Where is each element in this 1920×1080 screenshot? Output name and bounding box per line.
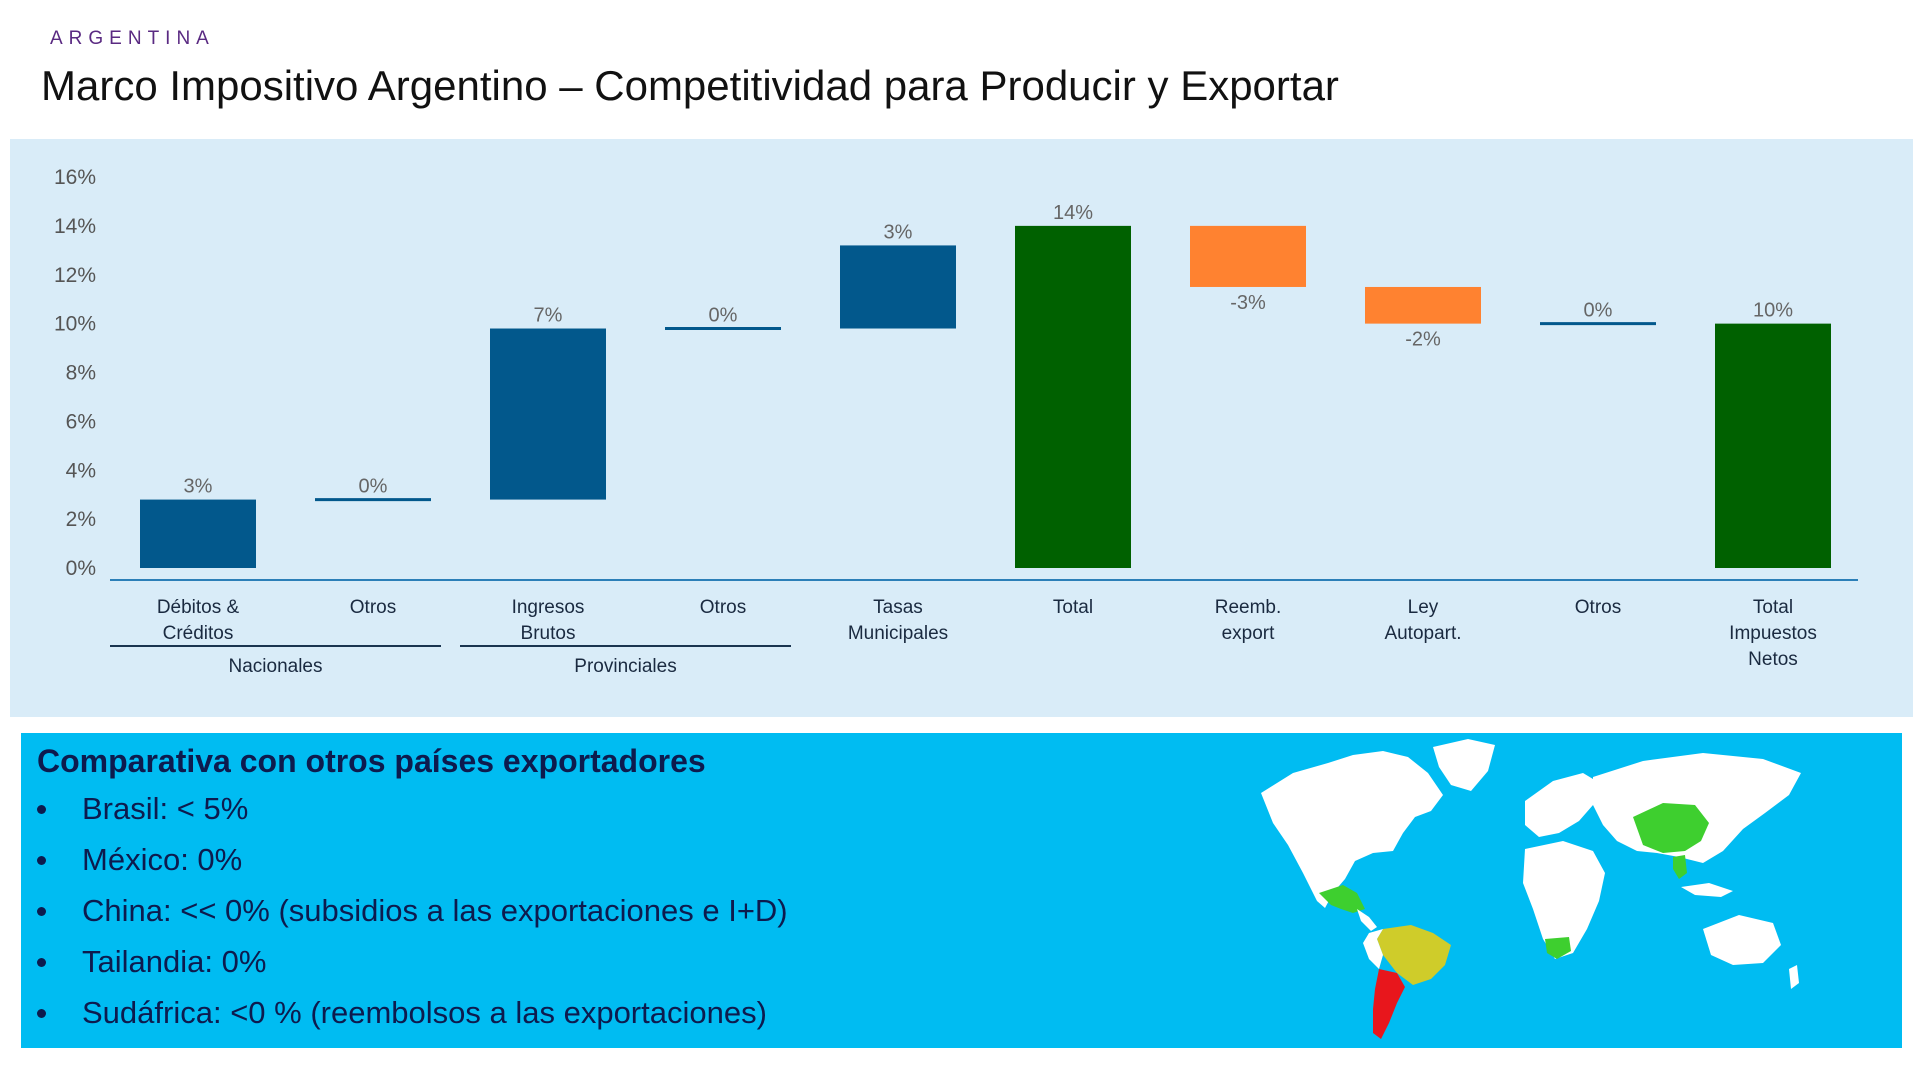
south-africa-shape: [1545, 937, 1571, 959]
y-tick-label: 16%: [54, 166, 96, 189]
waterfall-chart: 0% 2% 4% 6% 8% 10% 12% 14% 16% 3% Débitos & Crédito…: [54, 166, 1858, 677]
indonesia-shape: [1681, 883, 1733, 897]
australia-shape: [1703, 915, 1781, 965]
bar-5: [1015, 225, 1131, 568]
mexico-shape: [1319, 885, 1365, 913]
bar-4: [840, 245, 956, 329]
data-label-0: 3%: [184, 476, 213, 498]
x-tick-label-9: Total: [1753, 597, 1793, 618]
x-tick-label-8: Otros: [1575, 597, 1621, 618]
y-tick-label: 2%: [66, 508, 96, 531]
new-zealand-shape: [1789, 965, 1799, 989]
x-tick-label-2: Ingresos: [512, 597, 585, 618]
bar-7: [1365, 286, 1481, 324]
central-america-shape: [1357, 909, 1377, 931]
comparison-item-sudafrica: Sudáfrica: <0 % (reembolsos a las export…: [82, 995, 767, 1030]
x-tick-label-3: Otros: [700, 597, 746, 618]
comparison-item-mexico: México: 0%: [82, 842, 243, 877]
comparison-title: Comparativa con otros países exportadore…: [37, 743, 706, 779]
x-tick-label-9: Impuestos: [1729, 623, 1817, 644]
bullet-icon: [37, 958, 46, 967]
data-label-3: 0%: [709, 305, 738, 327]
china-shape: [1633, 803, 1709, 853]
europe-shape: [1525, 773, 1603, 837]
bar-2: [490, 328, 606, 500]
y-tick-label: 4%: [66, 459, 96, 482]
data-label-7: -2%: [1405, 329, 1441, 351]
page-title: Marco Impositivo Argentino – Competitivi…: [41, 62, 1339, 109]
x-tick-label-6: Reemb.: [1215, 597, 1282, 618]
world-map-icon: [1261, 739, 1801, 1039]
japan-shape: [1729, 807, 1739, 835]
waterfall-chart-panel: 0% 2% 4% 6% 8% 10% 12% 14% 16% 3% Débitos & Crédito…: [10, 139, 1913, 717]
bullet-icon: [37, 805, 46, 814]
south-america-west-shape: [1363, 929, 1383, 969]
bar-6: [1190, 225, 1306, 287]
argentina-shape: [1373, 969, 1405, 1039]
x-tick-label-7: Ley: [1408, 597, 1439, 618]
group-label-1: Provinciales: [574, 656, 676, 677]
bar-0: [140, 499, 256, 568]
bar-9: [1715, 323, 1831, 568]
comparison-panel: Comparativa con otros países exportadore…: [21, 733, 1902, 1048]
data-label-1: 0%: [359, 476, 388, 498]
data-label-6: -3%: [1230, 292, 1266, 314]
y-tick-label: 14%: [54, 215, 96, 238]
bullet-icon: [37, 1009, 46, 1018]
x-tick-label-5: Total: [1053, 597, 1093, 618]
x-tick-label-4: Municipales: [848, 623, 948, 644]
y-tick-label: 0%: [66, 557, 96, 580]
comparison-item-tailandia: Tailandia: 0%: [82, 944, 267, 979]
comparison-item-brasil: Brasil: < 5%: [82, 791, 249, 826]
north-america-shape: [1261, 751, 1443, 908]
y-tick-label: 6%: [66, 410, 96, 433]
data-label-5: 14%: [1053, 202, 1093, 224]
data-label-4: 3%: [884, 221, 913, 243]
bullet-icon: [37, 856, 46, 865]
data-label-2: 7%: [534, 305, 563, 327]
group-label-0: Nacionales: [229, 656, 323, 677]
x-tick-label-7: Autopart.: [1384, 623, 1461, 644]
data-label-8: 0%: [1584, 300, 1613, 322]
x-tick-label-9: Netos: [1748, 649, 1798, 670]
brazil-shape: [1377, 925, 1451, 985]
x-tick-label-6: export: [1222, 623, 1276, 644]
brand-label: ARGENTINA: [50, 28, 215, 49]
africa-shape: [1523, 841, 1605, 959]
x-tick-label-0: Créditos: [163, 623, 234, 644]
x-tick-label-1: Otros: [350, 597, 396, 618]
comparison-item-china: China: << 0% (subsidios a las exportacio…: [82, 893, 788, 928]
y-tick-label: 12%: [54, 264, 96, 287]
bullet-icon: [37, 907, 46, 916]
y-tick-label: 8%: [66, 362, 96, 385]
thailand-shape: [1673, 855, 1687, 879]
x-tick-label-4: Tasas: [873, 597, 923, 618]
x-tick-label-2: Brutos: [521, 623, 576, 644]
y-tick-label: 10%: [54, 313, 96, 336]
data-label-9: 10%: [1753, 300, 1793, 322]
greenland-shape: [1433, 739, 1495, 791]
x-tick-label-0: Débitos &: [157, 597, 240, 618]
